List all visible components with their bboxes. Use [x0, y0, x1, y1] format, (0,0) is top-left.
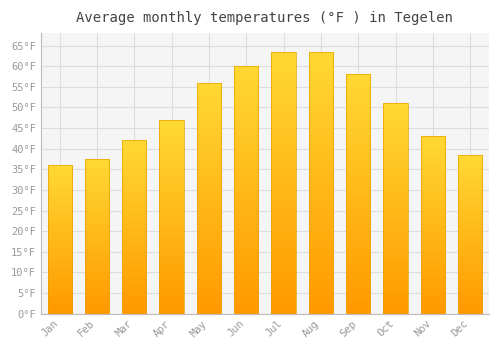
Bar [309, 52, 333, 314]
Bar [197, 83, 221, 314]
Bar [48, 165, 72, 314]
Bar [234, 66, 258, 314]
Bar [458, 155, 482, 314]
Bar [272, 52, 295, 314]
Bar [421, 136, 445, 314]
Bar [160, 120, 184, 314]
Bar [122, 140, 146, 314]
Bar [384, 103, 407, 314]
Title: Average monthly temperatures (°F ) in Tegelen: Average monthly temperatures (°F ) in Te… [76, 11, 454, 25]
Bar [346, 75, 370, 314]
Bar [85, 159, 109, 314]
